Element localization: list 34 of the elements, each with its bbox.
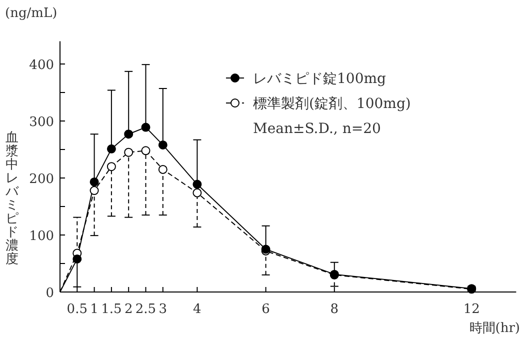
point <box>106 162 116 172</box>
point <box>106 144 116 154</box>
x-tick-label: 3 <box>158 302 168 317</box>
x-tick-label: 0.5 <box>66 302 88 317</box>
point <box>141 122 150 132</box>
y-tick-label: 0 <box>46 286 54 301</box>
point <box>72 254 82 264</box>
point <box>90 186 99 196</box>
y-tick-label: 200 <box>29 172 54 187</box>
point <box>158 164 168 174</box>
y-tick-label: 400 <box>29 58 54 73</box>
y-tick-label: 100 <box>29 229 54 244</box>
legend-label: 標準製剤(錠剤、100mg) <box>253 96 411 112</box>
point <box>141 146 150 156</box>
point <box>192 188 202 198</box>
x-tick-label: 8 <box>330 302 339 317</box>
point <box>124 130 134 139</box>
point <box>158 140 168 150</box>
legend-label: レバミピド錠100mg <box>253 71 386 87</box>
text: 血漿中レバミピド濃度 <box>6 130 18 267</box>
annotation: Mean±S.D., n=20 <box>253 121 381 137</box>
point <box>124 148 134 157</box>
x-tick-label: 12 <box>463 302 480 317</box>
x-tick-label: 2 <box>124 302 133 317</box>
x-tick-label: 1.5 <box>101 302 122 317</box>
y-tick-label: 300 <box>29 115 54 130</box>
x-axis-title: 時間(hr) <box>469 321 520 336</box>
text: (ng/mL) <box>5 6 58 21</box>
x-tick-label: 4 <box>193 302 202 317</box>
point <box>192 180 202 189</box>
point <box>90 177 99 186</box>
x-tick-label: 2.5 <box>135 302 156 317</box>
x-tick-label: 1 <box>90 302 98 317</box>
x-tick-label: 6 <box>262 302 270 317</box>
